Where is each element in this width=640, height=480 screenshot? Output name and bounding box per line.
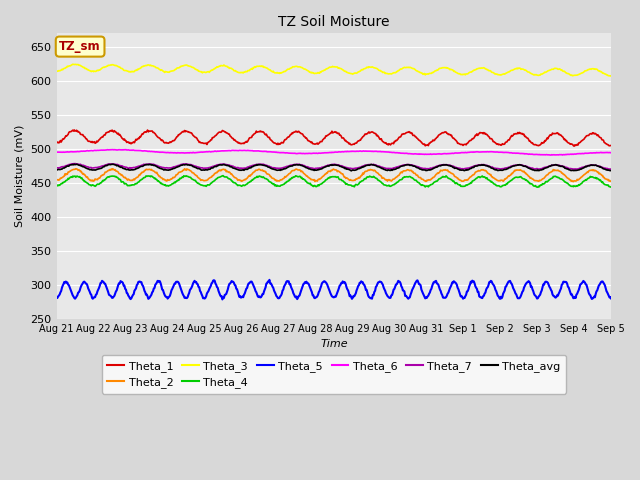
Line: Theta_5: Theta_5 [56, 280, 611, 300]
Theta_avg [52, 167, 60, 173]
Theta_2 [177, 169, 184, 175]
Theta_4 [63, 178, 70, 183]
Theta_5 [120, 283, 127, 288]
Theta_5 [176, 283, 184, 289]
Theta_2 [570, 179, 577, 184]
Theta_2 [72, 166, 79, 171]
Theta_3 [419, 70, 426, 76]
Line: Theta_1: Theta_1 [56, 130, 611, 146]
Theta_7 [71, 161, 79, 167]
Theta_7 [120, 164, 128, 170]
Line: Theta_2: Theta_2 [56, 168, 611, 181]
Theta_avg [403, 162, 411, 168]
Y-axis label: Soil Moisture (mV): Soil Moisture (mV) [15, 125, 25, 227]
Theta_7 [177, 162, 184, 168]
Theta_2 [419, 176, 426, 182]
Theta_5 [403, 294, 411, 300]
Theta_1 [120, 136, 128, 142]
Theta_4 [120, 180, 127, 185]
Theta_3 [52, 69, 60, 74]
Theta_4 [176, 175, 184, 181]
Theta_avg [206, 167, 214, 172]
Line: Theta_3: Theta_3 [56, 64, 611, 76]
Theta_6 [120, 147, 128, 153]
Theta_2 [607, 179, 615, 184]
Theta_1 [607, 143, 615, 148]
Theta_6 [206, 149, 214, 155]
Theta_3 [63, 64, 70, 70]
Theta_7 [63, 163, 70, 168]
Theta_3 [402, 65, 410, 71]
Theta_2 [206, 175, 214, 180]
Theta_5 [218, 297, 226, 302]
Theta_5 [266, 277, 273, 283]
Theta_1 [206, 138, 214, 144]
Theta_7 [206, 165, 214, 170]
Theta_1 [177, 131, 184, 136]
Theta_avg [419, 167, 427, 173]
Text: TZ_sm: TZ_sm [60, 40, 101, 53]
X-axis label: Time: Time [320, 339, 348, 349]
Theta_7 [571, 167, 579, 172]
Theta_1 [70, 127, 78, 133]
Theta_6 [177, 150, 184, 156]
Title: TZ Soil Moisture: TZ Soil Moisture [278, 15, 390, 29]
Theta_3 [607, 73, 614, 79]
Theta_5 [419, 290, 427, 296]
Theta_6 [419, 151, 426, 157]
Theta_4 [220, 173, 227, 179]
Theta_5 [52, 294, 60, 300]
Theta_6 [607, 150, 615, 156]
Theta_6 [63, 149, 70, 155]
Theta_3 [69, 61, 77, 67]
Theta_2 [402, 168, 410, 174]
Theta_avg [120, 166, 128, 172]
Line: Theta_avg: Theta_avg [56, 164, 611, 171]
Theta_4 [534, 184, 541, 190]
Theta_5 [63, 280, 70, 286]
Legend: Theta_1, Theta_2, Theta_3, Theta_4, Theta_5, Theta_6, Theta_7, Theta_avg: Theta_1, Theta_2, Theta_3, Theta_4, Thet… [102, 355, 566, 394]
Theta_avg [109, 161, 116, 167]
Theta_6 [52, 149, 60, 155]
Theta_3 [177, 63, 184, 69]
Line: Theta_7: Theta_7 [56, 164, 611, 169]
Theta_3 [607, 73, 615, 79]
Theta_7 [52, 165, 60, 171]
Theta_4 [205, 182, 213, 188]
Theta_3 [206, 69, 214, 74]
Theta_5 [607, 296, 615, 301]
Theta_1 [63, 133, 70, 139]
Theta_avg [348, 168, 355, 174]
Theta_1 [419, 140, 426, 146]
Theta_4 [402, 174, 410, 180]
Theta_4 [607, 184, 615, 190]
Theta_4 [419, 182, 426, 188]
Theta_1 [402, 130, 410, 136]
Theta_6 [547, 152, 555, 158]
Theta_2 [52, 177, 60, 182]
Theta_6 [402, 151, 410, 156]
Theta_5 [205, 286, 213, 292]
Theta_avg [177, 163, 184, 168]
Theta_1 [570, 144, 578, 149]
Theta_2 [120, 175, 128, 180]
Theta_1 [52, 140, 60, 146]
Line: Theta_4: Theta_4 [56, 176, 611, 187]
Theta_avg [607, 168, 615, 173]
Theta_2 [63, 171, 70, 177]
Theta_6 [109, 147, 116, 153]
Theta_7 [607, 167, 615, 172]
Theta_7 [402, 162, 410, 168]
Theta_4 [52, 183, 60, 189]
Theta_7 [419, 165, 426, 171]
Theta_avg [63, 164, 70, 169]
Line: Theta_6: Theta_6 [56, 150, 611, 155]
Theta_3 [120, 68, 128, 73]
